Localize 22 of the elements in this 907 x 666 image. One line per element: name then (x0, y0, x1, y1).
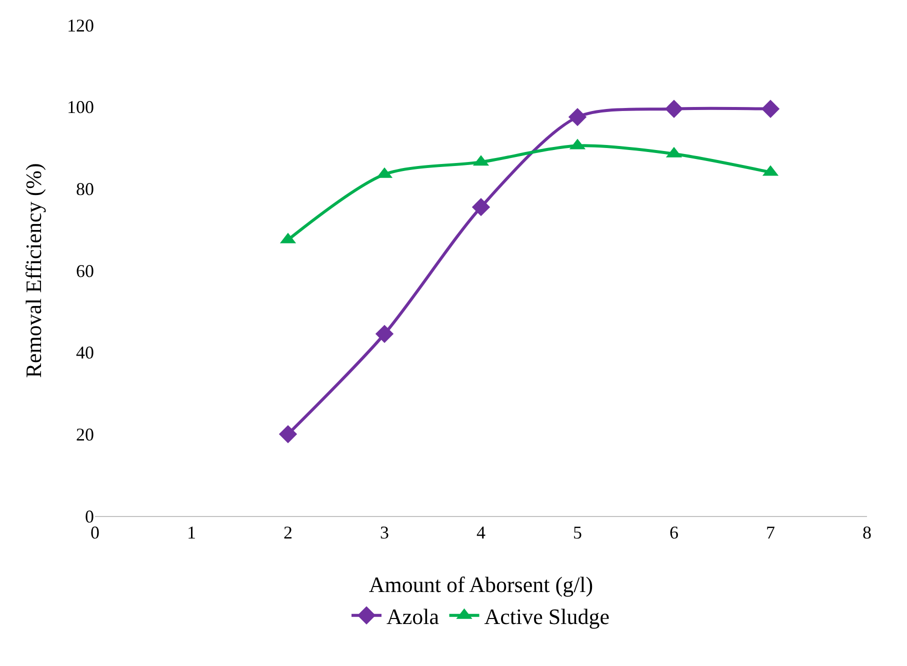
y-tick-label: 0 (85, 506, 94, 526)
x-tick-label: 2 (284, 522, 292, 543)
y-axis-title: Removal Efficiency (%) (21, 163, 46, 378)
x-tick-label: 3 (380, 522, 389, 543)
point (278, 425, 298, 444)
x-tick-label: 8 (862, 522, 872, 543)
y-tick-label: 40 (76, 342, 94, 363)
x-tick-label: 1 (187, 522, 196, 543)
y-tick-label: 100 (67, 97, 94, 118)
point (472, 198, 490, 216)
point (375, 324, 394, 344)
x-axis-title: Amount of Aborsent (g/l) (368, 572, 594, 597)
y-tick-label: 120 (67, 15, 94, 36)
legend-label: Active Sludge (484, 604, 610, 629)
y-tick-label: 60 (76, 260, 94, 281)
x-tick-label: 4 (476, 522, 486, 543)
x-tick-label: 6 (670, 522, 678, 543)
y-tick-label: 80 (76, 178, 94, 199)
legend-label: Azola (386, 604, 440, 629)
x-tick-label: 5 (573, 522, 582, 543)
x-tick-label: 7 (766, 522, 775, 543)
y-tick-label: 20 (76, 424, 94, 444)
